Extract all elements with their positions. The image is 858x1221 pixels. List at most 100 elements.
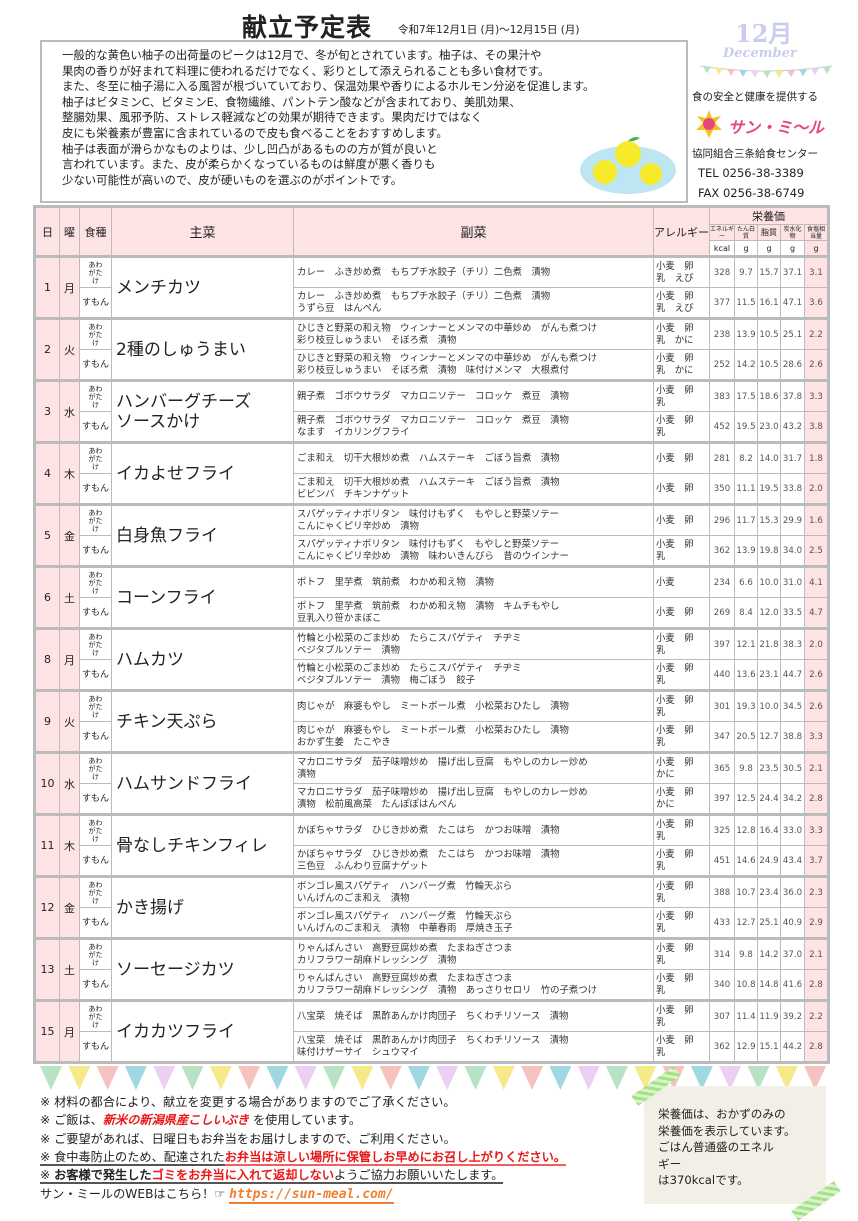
fat-value: 12.0 <box>757 597 781 629</box>
allergens: 小麦 卵 乳 <box>653 875 710 908</box>
protein-value: 13.6 <box>734 659 758 691</box>
salt-value: 2.0 <box>804 473 829 505</box>
side-dishes: かぼちゃサラダ ひじき炒め煮 たこはち かつお味噌 漬物 <box>293 813 654 846</box>
side-dishes: 親子煮 ゴボウサラダ マカロニソテー コロッケ 煮豆 漬物 なます イカリングフ… <box>293 411 654 443</box>
fat-value: 16.1 <box>757 287 781 319</box>
day-cell: 5 <box>34 503 60 567</box>
col-carb: 炭水化物 <box>780 224 805 241</box>
side-dishes: 親子煮 ゴボウサラダ マカロニソテー コロッケ 煮豆 漬物 <box>293 379 654 412</box>
meal-type: すもん <box>79 287 112 319</box>
salt-value: 2.3 <box>804 875 829 908</box>
meal-type: すもん <box>79 969 112 1001</box>
pennant <box>804 1066 827 1090</box>
side-dishes: ポトフ 里芋煮 筑前煮 わかめ和え物 漬物 キムチもやし 豆乳入り笹かまぼこ <box>293 597 654 629</box>
table-row: すもん ひじきと野菜の和え物 ウィンナーとメンマの中華炒め がんも煮つけ 彩り枝豆… <box>35 349 829 381</box>
energy-value: 314 <box>709 937 735 970</box>
intro-line: 果肉の香りが好まれて料理に使われるだけでなく、彩りとして添えられることも多い食材… <box>62 63 550 78</box>
pennant <box>787 70 795 78</box>
pennant <box>811 68 819 76</box>
side-dishes: 肉じゃが 麻婆もやし ミートボール煮 小松菜おひたし 漬物 <box>293 689 654 722</box>
pennant <box>266 1066 289 1090</box>
salt-value: 3.3 <box>804 721 829 753</box>
meal-type: あわがたけ <box>79 751 112 784</box>
energy-value: 397 <box>709 627 735 660</box>
energy-value: 452 <box>709 411 735 443</box>
unit-g: g <box>780 240 805 257</box>
side-dishes: ひじきと野菜の和え物 ウィンナーとメンマの中華炒め がんも煮つけ 彩り枝豆しゅう… <box>293 349 654 381</box>
carb-value: 34.0 <box>780 535 805 567</box>
protein-value: 11.4 <box>734 999 758 1032</box>
allergens: 小麦 卵 乳 <box>653 411 710 443</box>
note-text: ようご協力お願いいたします。 <box>334 1168 504 1184</box>
protein-value: 10.7 <box>734 875 758 908</box>
trash-warning: ゴミをお弁当に入れて返却しない <box>151 1168 335 1184</box>
weekday-cell: 月 <box>59 627 80 691</box>
intro-line: 柚子は表面が滑らかなものよりは、少し凹凸があるものの方が質が良いと <box>62 141 438 156</box>
pennant <box>577 1066 600 1090</box>
protein-value: 17.5 <box>734 379 758 412</box>
fat-value: 12.7 <box>757 721 781 753</box>
pennant <box>763 70 771 78</box>
fat-value: 15.3 <box>757 503 781 536</box>
pennant <box>294 1066 317 1090</box>
col-energy: エネルギー <box>709 224 735 241</box>
note-line: は370kcalです。 <box>658 1173 749 1187</box>
protein-value: 12.7 <box>734 907 758 939</box>
pennant <box>739 70 747 78</box>
garland-decoration <box>700 65 832 78</box>
main-dish: イカカツフライ <box>111 999 294 1063</box>
table-row: 11 木あわがたけ 骨なしチキンフィレ かぼちゃサラダ ひじき炒め煮 たこはち かつお… <box>34 813 829 877</box>
day-cell: 15 <box>34 999 60 1063</box>
table-row: 9 火あわがたけ チキン天ぷら 肉じゃが 麻婆もやし ミートボール煮 小松菜おひたし … <box>34 689 829 753</box>
protein-value: 12.9 <box>734 1031 758 1063</box>
month-label: 12月 <box>735 19 793 48</box>
col-fat: 脂質 <box>757 224 781 241</box>
main-dish: 白身魚フライ <box>111 503 294 567</box>
note-line: ギー <box>658 1156 682 1171</box>
pennant <box>351 1066 374 1090</box>
carb-value: 33.5 <box>780 597 805 629</box>
fat-value: 19.8 <box>757 535 781 567</box>
protein-value: 20.5 <box>734 721 758 753</box>
carb-value: 31.7 <box>780 441 805 474</box>
table-row: すもん かぼちゃサラダ ひじき炒め煮 たこはち かつお味噌 漬物 三色豆 ふんわり… <box>35 845 829 877</box>
fat-value: 23.5 <box>757 751 781 784</box>
allergens: 小麦 卵 乳 <box>653 999 710 1032</box>
energy-value: 388 <box>709 875 735 908</box>
table-row: すもん カレー ふき炒め煮 もちプチ水餃子（チリ）二色煮 漬物 うずら豆 はんぺん… <box>35 287 829 319</box>
website-link[interactable]: https://sun-meal.com/ <box>229 1187 394 1204</box>
note-3: ※ ご要望があれば、日曜日もお弁当をお届けしますので、ご利用ください。 <box>40 1132 456 1146</box>
col-allergy: アレルギー <box>653 206 710 257</box>
allergens: 小麦 卵 乳 <box>653 1031 710 1063</box>
weekday-cell: 水 <box>59 751 80 815</box>
allergens: 小麦 卵 乳 <box>653 845 710 877</box>
day-cell: 4 <box>34 441 60 505</box>
weekday-cell: 月 <box>59 999 80 1063</box>
table-row: 6 土あわがたけ コーンフライ ポトフ 里芋煮 筑前煮 わかめ和え物 漬物 小麦 234 6… <box>34 565 829 629</box>
main-dish: メンチカツ <box>111 255 294 319</box>
side-dishes: ボンゴレ風スパゲティ ハンバーグ煮 竹輪天ぷら いんげんのごま和え 漬物 中華春… <box>293 907 654 939</box>
weekday-cell: 月 <box>59 255 80 319</box>
day-cell: 10 <box>34 751 60 815</box>
salt-value: 2.8 <box>804 783 829 815</box>
allergens: 小麦 <box>653 565 710 598</box>
fat-value: 15.1 <box>757 1031 781 1063</box>
col-protein: たん白質 <box>734 224 758 241</box>
weekday-cell: 火 <box>59 317 80 381</box>
allergens: 小麦 卵 乳 かに <box>653 349 710 381</box>
energy-value: 362 <box>709 1031 735 1063</box>
salt-value: 2.0 <box>804 627 829 660</box>
meal-type: すもん <box>79 907 112 939</box>
fat-value: 14.2 <box>757 937 781 970</box>
table-row: 3 水あわがたけ ハンバーグチーズ ソースかけ 親子煮 ゴボウサラダ マカロニソテー … <box>34 379 829 443</box>
intro-line: 整腸効果、風邪予防、ストレス軽減などの効果が期待できます。果肉だけではなく <box>62 110 483 125</box>
protein-value: 12.8 <box>734 813 758 846</box>
allergens: 小麦 卵 乳 <box>653 627 710 660</box>
allergens: 小麦 卵 乳 <box>653 937 710 970</box>
intro-line: また、冬至に柚子湯に入る風習が根づいていており、保温効果や香りによるホルモン分泌… <box>62 79 595 94</box>
fat-value: 10.0 <box>757 565 781 598</box>
table-row: すもん ポトフ 里芋煮 筑前煮 わかめ和え物 漬物 キムチもやし 豆乳入り笹かまぼ… <box>35 597 829 629</box>
note-line: 栄養価は、おかずのみの <box>658 1107 786 1121</box>
pennant <box>799 69 807 77</box>
web-label: サン・ミールのWEBはこちら！☞ <box>40 1187 226 1201</box>
